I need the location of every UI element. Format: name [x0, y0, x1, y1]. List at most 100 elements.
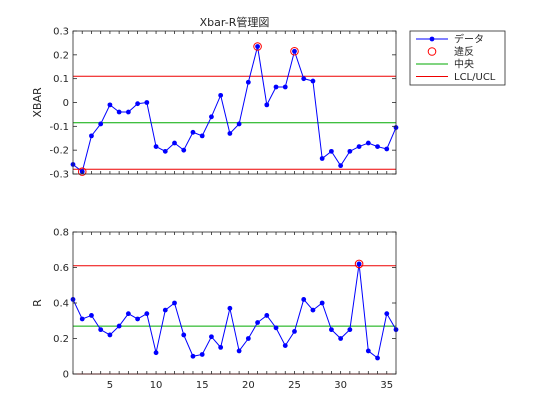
y-tick-label: 0.6	[53, 263, 69, 274]
data-point	[236, 348, 242, 354]
chart-title: Xbar-R管理図	[200, 15, 270, 29]
legend-entry-label: データ	[454, 33, 484, 46]
legend-entry-label: LCL/UCL	[454, 72, 496, 83]
data-point	[384, 311, 390, 317]
data-point	[319, 156, 325, 161]
data-point	[162, 307, 168, 313]
data-point	[162, 148, 168, 154]
x-tick-label: 20	[242, 380, 255, 391]
x-tick-label: 15	[196, 380, 209, 391]
y-tick-label: 0.2	[53, 50, 69, 61]
data-point	[116, 323, 122, 329]
data-point	[116, 109, 122, 115]
legend-swatch-marker	[429, 36, 435, 42]
data-point	[301, 297, 307, 302]
data-point	[282, 343, 288, 348]
data-point	[273, 84, 279, 90]
data-point	[282, 84, 288, 90]
data-point	[218, 92, 224, 98]
data-point	[375, 144, 380, 149]
data-point	[338, 336, 344, 341]
data-point	[125, 109, 131, 115]
data-point	[144, 100, 150, 105]
data-point	[107, 332, 113, 338]
data-point	[255, 320, 260, 325]
data-point	[79, 316, 85, 322]
data-point	[365, 140, 371, 146]
data-point	[310, 78, 316, 84]
data-point	[125, 311, 131, 317]
y-axis-label: R	[31, 299, 44, 307]
data-point	[190, 353, 196, 359]
x-tick-label: 10	[150, 380, 163, 391]
data-point	[384, 146, 390, 152]
data-point	[347, 327, 353, 333]
x-tick-label: 30	[334, 380, 347, 391]
data-point	[209, 114, 214, 120]
violation-marker	[253, 42, 262, 51]
data-point	[329, 148, 334, 154]
data-point	[172, 300, 177, 306]
data-point	[181, 147, 187, 153]
data-point	[227, 305, 233, 311]
violation-marker	[354, 259, 364, 269]
violation-marker	[290, 46, 299, 56]
data-point	[190, 129, 196, 135]
legend-entry-label: 違反	[454, 45, 474, 58]
data-point	[153, 144, 159, 149]
y-tick-label: -0.3	[49, 170, 69, 181]
data-point	[98, 327, 104, 333]
data-point	[301, 76, 307, 82]
data-point	[181, 332, 187, 338]
data-point	[89, 313, 94, 318]
data-point	[107, 102, 113, 108]
y-axis-label: XBAR	[31, 87, 44, 118]
data-point	[356, 261, 362, 267]
legend-entry-label: 中央	[454, 58, 474, 71]
data-point	[292, 48, 297, 54]
data-point	[153, 350, 159, 356]
data-point	[375, 355, 380, 361]
data-point	[245, 336, 251, 341]
y-tick-label: -0.2	[49, 146, 69, 157]
y-tick-label: 0.1	[53, 74, 69, 85]
data-point	[310, 307, 316, 313]
y-tick-label: 0.8	[53, 228, 69, 239]
data-point	[218, 344, 224, 350]
xbar-plot: -0.3 -0.2 -0.1 0 0.1 0.2 0.3 XBAR Xbar-R管理図	[31, 15, 399, 181]
plot-area	[73, 31, 396, 174]
legend-swatch-circle	[427, 47, 437, 56]
data-point	[209, 334, 214, 340]
data-point	[329, 327, 334, 333]
y-tick-label: 0.3	[53, 27, 69, 38]
data-point	[319, 300, 325, 306]
data-point	[273, 325, 279, 331]
data-point	[255, 44, 260, 49]
y-tick-label: 0	[63, 98, 69, 109]
y-tick-label: 0.4	[53, 299, 69, 310]
data-point	[227, 131, 233, 136]
y-tick-label: -0.1	[49, 122, 69, 133]
data-point	[135, 101, 141, 107]
data-point	[172, 140, 177, 146]
data-point	[199, 352, 205, 357]
data-point	[98, 121, 104, 127]
data-point	[356, 144, 362, 149]
data-point	[292, 329, 297, 334]
y-tick-label: 0	[63, 370, 69, 381]
data-point	[338, 163, 344, 169]
data-point	[365, 348, 371, 354]
data-point	[135, 316, 141, 322]
y-tick-label: 0.2	[53, 334, 69, 345]
plot-area	[73, 232, 396, 374]
data-point	[199, 133, 205, 139]
data-point	[144, 311, 150, 317]
data-point	[347, 148, 353, 154]
data-point	[264, 102, 270, 108]
data-point	[236, 121, 242, 127]
data-point	[264, 313, 270, 318]
x-tick-label: 35	[380, 380, 393, 391]
data-point	[89, 133, 94, 139]
